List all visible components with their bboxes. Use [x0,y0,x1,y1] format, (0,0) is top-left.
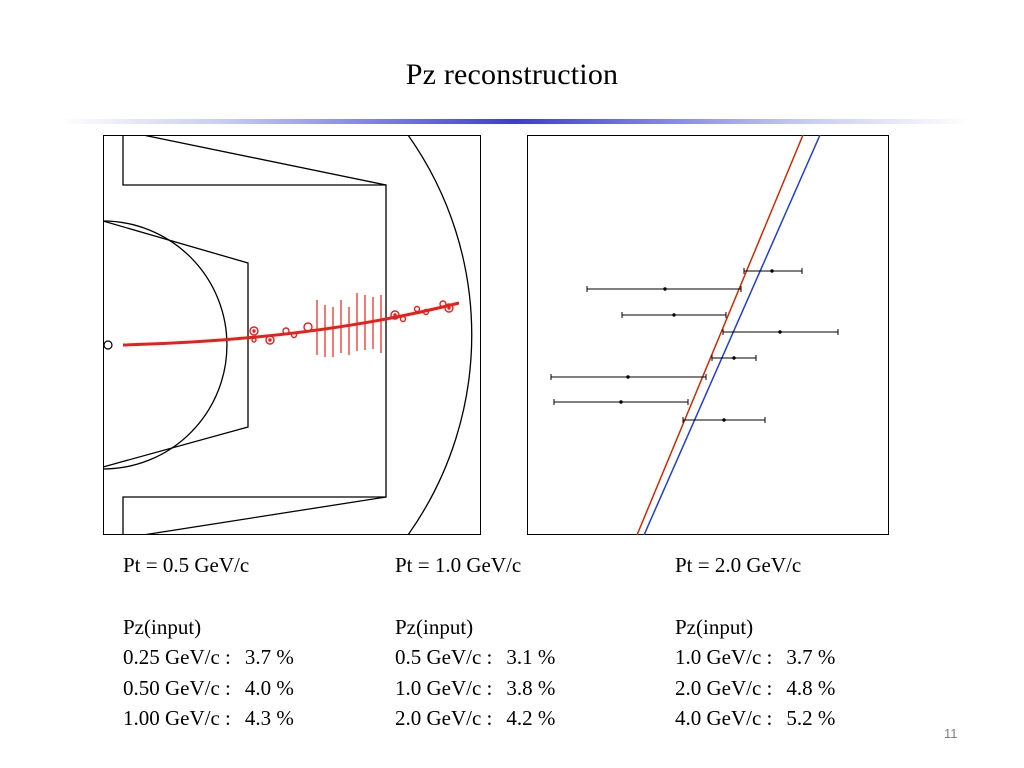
result-row: 0.25 GeV/c : 3.7 % [123,642,294,673]
result-row: 2.0 GeV/c : 4.8 % [675,673,835,704]
title-divider [60,119,970,124]
inner-hexagon-layer [103,220,249,468]
results-column-pt-2.0: Pt = 2.0 GeV/c Pz(input) 1.0 GeV/c : 3.7 … [675,550,835,734]
fit-line-red [636,135,804,535]
pz-value: 0.50 GeV/c : [123,675,231,700]
pz-value: 0.5 GeV/c : [395,645,493,669]
resolution-value: 4.0 % [244,675,294,700]
results-column-pt-0.5: Pt = 0.5 GeV/c Pz(input) 0.25 GeV/c : 3.7… [123,550,294,734]
outer-hexagon-top-edge [142,135,387,186]
hit-marker [249,326,259,336]
hit-marker-dot [268,338,272,342]
pt-label: Pt = 2.0 GeV/c [675,553,802,577]
event-display-panel [103,135,481,535]
results-column-pt-1.0: Pt = 1.0 GeV/c Pz(input) 0.5 GeV/c : 3.1 … [395,550,555,734]
error-bar [550,374,707,380]
pz-value: 1.00 GeV/c : [123,706,231,730]
drift-hit-ticks [316,293,382,357]
error-bar [682,417,766,423]
error-bar [586,286,742,292]
fit-line-blue [643,135,821,535]
error-bar [621,312,727,318]
result-row: 2.0 GeV/c : 4.2 % [395,703,555,734]
panel-frame [527,135,889,535]
page-number: 11 [944,726,958,741]
resolution-value: 4.3 % [244,706,294,730]
pz-value: 2.0 GeV/c : [675,675,773,700]
outer-frame-layer [122,135,387,535]
resolution-value: 4.8 % [786,675,836,700]
outer-arc-layer [407,135,473,535]
pz-value: 1.0 GeV/c : [395,675,493,700]
resolution-value: 3.7 % [786,645,836,669]
result-row: 0.50 GeV/c : 4.0 % [123,673,294,704]
resolution-value: 5.2 % [786,706,836,730]
slide-title: Pz reconstruction [405,58,619,91]
error-bars [550,268,839,423]
result-row: 1.0 GeV/c : 3.7 % [675,642,835,673]
hit-marker-dot [252,329,256,333]
hit-marker-dot [447,306,451,310]
pz-value: 0.25 GeV/c : [123,645,231,669]
pz-value: 2.0 GeV/c : [395,706,493,730]
pt-label: Pt = 1.0 GeV/c [395,553,522,577]
resolution-value: 3.7 % [244,645,294,669]
resolution-value: 3.1 % [506,645,556,669]
result-row: 1.00 GeV/c : 4.3 % [123,703,294,734]
error-bar [743,268,803,274]
interaction-point-marker [103,340,113,350]
pz-header: Pz(input) [123,614,202,639]
pz-value: 4.0 GeV/c : [675,706,773,730]
outer-hexagon-bottom-edge [142,496,387,535]
fit-panel [527,135,889,535]
result-row: 1.0 GeV/c : 3.8 % [395,673,555,704]
pz-value: 1.0 GeV/c : [675,645,773,669]
resolution-value: 3.8 % [506,675,556,700]
result-row: 4.0 GeV/c : 5.2 % [675,703,835,734]
reconstructed-track [122,301,460,347]
pz-header: Pz(input) [395,614,474,639]
resolution-value: 4.2 % [506,706,556,730]
result-row: 0.5 GeV/c : 3.1 % [395,642,555,673]
error-bar [711,355,757,361]
inner-barrel-arc [103,220,228,470]
pz-header: Pz(input) [675,614,754,639]
error-bar [553,399,689,405]
pt-label: Pt = 0.5 GeV/c [123,553,250,577]
error-bar [722,329,839,335]
